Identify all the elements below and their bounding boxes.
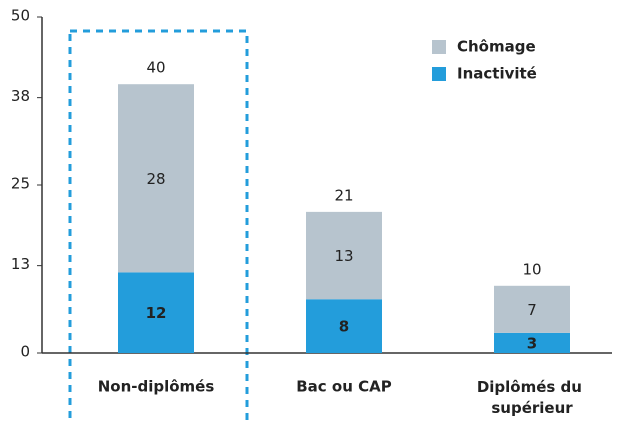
bar-segment — [118, 84, 194, 273]
legend-label: Inactivité — [457, 65, 537, 83]
legend-label: Chômage — [457, 38, 536, 56]
value-label: 12 — [146, 304, 167, 322]
y-tick-label: 13 — [11, 255, 30, 273]
total-label: 10 — [522, 260, 541, 278]
y-tick-label: 38 — [11, 87, 30, 105]
x-tick-label: Non-diplômés — [98, 378, 215, 396]
y-tick-label: 50 — [11, 7, 30, 25]
bar-segment — [118, 272, 194, 353]
value-label: 8 — [339, 318, 349, 336]
bar-segment — [494, 285, 570, 333]
value-label: 13 — [334, 247, 353, 265]
x-tick-label: Bac ou CAP — [296, 378, 392, 396]
x-tick-line: Diplômés du — [477, 378, 587, 396]
total-label: 40 — [146, 59, 165, 77]
value-label: 7 — [527, 301, 537, 319]
value-label: 28 — [146, 170, 165, 188]
bar-segment — [306, 211, 382, 300]
y-tick-label: 25 — [11, 175, 30, 193]
x-tick-label: Diplômés du supérieur — [477, 378, 587, 417]
legend-swatch — [432, 40, 446, 54]
bar-segment — [306, 299, 382, 353]
bar-segment — [494, 332, 570, 353]
highlight-box — [68, 29, 249, 424]
total-label: 21 — [334, 186, 353, 204]
value-label: 3 — [527, 334, 537, 352]
x-tick-line: supérieur — [491, 399, 573, 417]
y-tick-label: 0 — [20, 343, 30, 361]
legend-swatch — [432, 67, 446, 81]
